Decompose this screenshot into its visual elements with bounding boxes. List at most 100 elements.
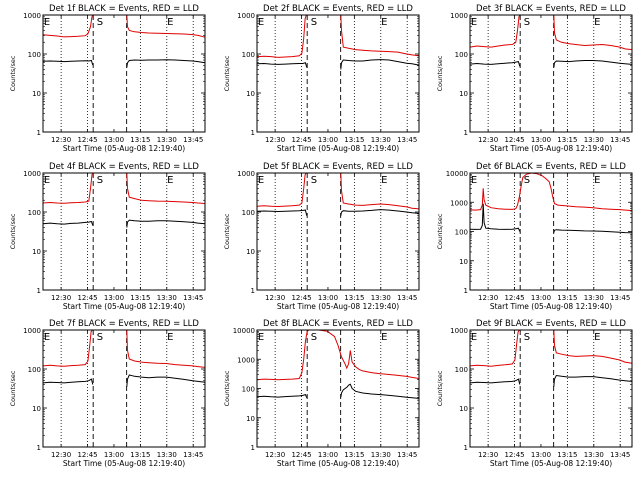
x-tick-label: 12:30: [478, 294, 498, 302]
x-tick-label: 13:00: [531, 294, 551, 302]
detector-panel-9: Det 9f BLACK = Events, RED = LLD E S E 1 10 10…: [436, 319, 633, 468]
series-lld-line: [42, 172, 94, 204]
y-tick-label: 1: [464, 444, 468, 452]
y-tick-label: 100: [455, 229, 468, 237]
detector-panel-5: Det 5f BLACK = Events, RED = LLD E S E 1 10 10…: [223, 162, 420, 311]
event-marker-s: S: [311, 332, 317, 343]
x-axis-label: Start Time (05-Aug-08 12:19:40): [277, 144, 399, 153]
y-tick-label: 100: [242, 51, 255, 59]
series-lld-line: [126, 329, 206, 368]
plot-frame: [256, 172, 420, 291]
detector-panel-7: Det 7f BLACK = Events, RED = LLD E S E 1 10 10…: [9, 319, 206, 468]
x-tick-label: 13:00: [531, 136, 551, 144]
y-tick-label: 100: [28, 51, 41, 59]
x-tick-label: 13:45: [397, 451, 417, 459]
detector-panel-3: Det 3f BLACK = Events, RED = LLD E S E 1 10 10…: [436, 4, 633, 153]
y-tick-label: 1000: [237, 170, 255, 178]
x-tick-label: 12:45: [504, 294, 524, 302]
x-tick-label: 12:30: [478, 451, 498, 459]
series-lld-line: [42, 329, 93, 367]
y-tick-label: 100: [455, 366, 468, 374]
y-tick-label: 1: [464, 129, 468, 137]
x-tick-label: 13:15: [557, 294, 577, 302]
series-events-line: [469, 203, 521, 232]
y-axis-label: Counts/sec: [223, 370, 231, 406]
y-tick-label: 1000: [23, 170, 41, 178]
panel-title: Det 2f BLACK = Events, RED = LLD: [263, 4, 413, 14]
panel-title: Det 8f BLACK = Events, RED = LLD: [263, 319, 413, 329]
series-lld-line: [256, 14, 307, 58]
x-axis-label: Start Time (05-Aug-08 12:19:40): [277, 302, 399, 311]
y-tick-label: 10: [459, 405, 468, 413]
x-tick-label: 13:30: [157, 136, 177, 144]
x-tick-label: 12:30: [51, 136, 71, 144]
y-tick-label: 10: [459, 258, 468, 266]
x-tick-label: 13:15: [130, 451, 150, 459]
x-tick-label: 12:30: [265, 136, 285, 144]
x-axis-label: Start Time (05-Aug-08 12:19:40): [490, 302, 612, 311]
series-lld-line: [256, 172, 307, 208]
event-marker-s: S: [311, 175, 317, 186]
series-lld-line: [469, 172, 633, 212]
event-marker-e: E: [594, 175, 600, 186]
panel-title: Det 5f BLACK = Events, RED = LLD: [263, 162, 413, 172]
event-marker-e: E: [258, 175, 264, 186]
y-tick-label: 1: [251, 444, 255, 452]
series-events-line: [340, 59, 420, 70]
y-tick-label: 1000: [237, 12, 255, 20]
detector-panel-4: Det 4f BLACK = Events, RED = LLD E S E 1 10 10…: [9, 162, 206, 311]
event-marker-e: E: [44, 175, 50, 186]
x-tick-label: 12:45: [291, 451, 311, 459]
series-lld-line: [553, 14, 633, 51]
x-tick-label: 12:30: [51, 294, 71, 302]
series-events-line: [42, 378, 94, 385]
x-axis-label: Start Time (05-Aug-08 12:19:40): [490, 144, 612, 153]
x-tick-label: 12:45: [291, 294, 311, 302]
x-axis-label: Start Time (05-Aug-08 12:19:40): [277, 459, 399, 468]
y-tick-label: 1: [37, 287, 41, 295]
x-tick-label: 13:15: [557, 451, 577, 459]
y-tick-label: 10: [32, 248, 41, 256]
x-tick-label: 13:15: [344, 451, 364, 459]
series-events-line: [256, 209, 308, 216]
x-tick-label: 12:30: [51, 451, 71, 459]
plot-frame: [256, 329, 420, 448]
event-marker-s: S: [524, 175, 530, 186]
x-tick-label: 12:30: [265, 451, 285, 459]
y-tick-label: 1000: [237, 356, 255, 364]
event-marker-e: E: [44, 332, 50, 343]
y-tick-label: 1: [37, 444, 41, 452]
y-axis-label: Counts/sec: [9, 55, 17, 91]
x-tick-label: 13:00: [104, 451, 124, 459]
event-marker-e: E: [381, 17, 387, 28]
detector-panel-6: Det 6f BLACK = Events, RED = LLD E S E 1 10 10…: [436, 162, 633, 311]
series-events-line: [469, 61, 521, 67]
x-tick-label: 13:15: [344, 294, 364, 302]
x-tick-label: 12:45: [77, 451, 97, 459]
x-tick-label: 13:00: [318, 451, 338, 459]
panel-title: Det 9f BLACK = Events, RED = LLD: [476, 319, 626, 329]
plot-frame: [469, 14, 633, 133]
series-events-line: [553, 60, 633, 68]
series-lld-line: [553, 329, 633, 364]
y-tick-label: 10: [32, 90, 41, 98]
series-events-line: [126, 59, 206, 68]
x-tick-label: 13:00: [531, 451, 551, 459]
series-events-line: [553, 374, 633, 387]
x-tick-label: 12:45: [504, 136, 524, 144]
y-tick-label: 1: [37, 129, 41, 137]
x-tick-label: 12:30: [265, 294, 285, 302]
series-lld-line: [340, 172, 420, 210]
x-tick-label: 13:45: [183, 451, 203, 459]
plot-frame: [42, 172, 206, 291]
y-tick-label: 1: [251, 287, 255, 295]
panel-title: Det 1f BLACK = Events, RED = LLD: [49, 4, 199, 14]
x-axis-label: Start Time (05-Aug-08 12:19:40): [63, 459, 185, 468]
x-tick-label: 13:00: [318, 136, 338, 144]
y-tick-label: 10000: [233, 327, 255, 335]
y-tick-label: 100: [28, 366, 41, 374]
y-tick-label: 1: [464, 287, 468, 295]
panel-title: Det 6f BLACK = Events, RED = LLD: [476, 162, 626, 172]
x-tick-label: 13:15: [344, 136, 364, 144]
y-tick-label: 100: [242, 386, 255, 394]
